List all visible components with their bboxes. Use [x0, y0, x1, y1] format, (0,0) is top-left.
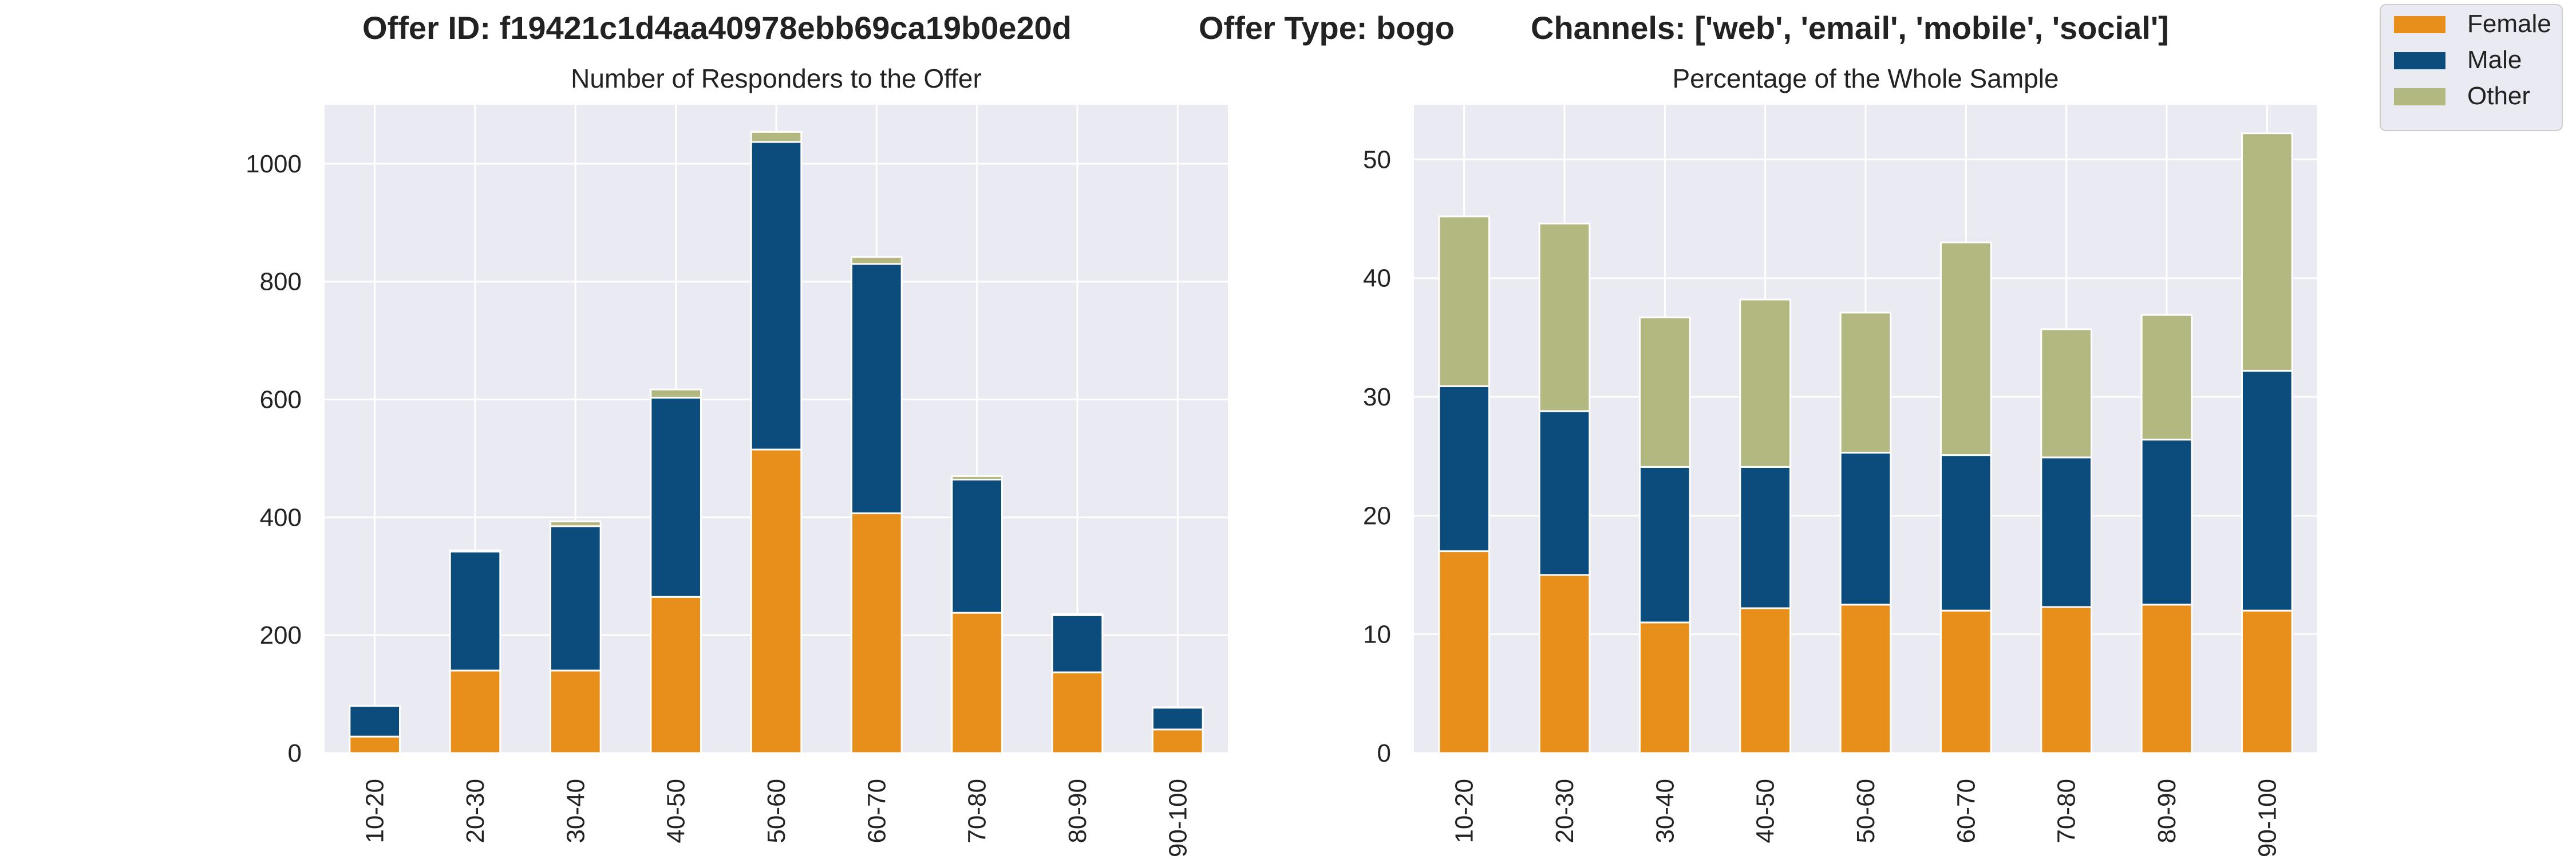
- bar-male-60-70: [1940, 454, 1992, 612]
- bar-female-80-90: [1051, 671, 1104, 754]
- bar-male-40-50: [650, 396, 702, 598]
- bar-other-80-90: [2140, 314, 2193, 441]
- bar-other-30-40: [550, 521, 602, 527]
- bar-male-20-30: [449, 550, 501, 672]
- bar-male-70-80: [951, 479, 1003, 614]
- bar-female-80-90: [2140, 604, 2193, 754]
- bar-female-40-50: [650, 596, 702, 754]
- y-tick-label: 200: [260, 621, 302, 649]
- legend-swatch-female: [2394, 16, 2445, 33]
- y-tick-label: 600: [260, 386, 302, 414]
- x-tick-label: 20-30: [1551, 779, 1579, 844]
- y-tick-label: 30: [1363, 383, 1391, 411]
- bar-male-30-40: [1639, 466, 1691, 624]
- legend: Female Male Other: [2380, 4, 2563, 131]
- bar-male-70-80: [2040, 456, 2092, 608]
- bar-male-80-90: [1051, 614, 1104, 673]
- bar-female-90-100: [2241, 609, 2293, 754]
- bar-male-20-30: [1538, 410, 1591, 576]
- axis-title: Percentage of the Whole Sample: [1672, 64, 2059, 93]
- bar-other-20-30: [1538, 222, 1591, 412]
- bar-other-90-100: [2241, 132, 2293, 372]
- bar-other-20-30: [449, 549, 501, 553]
- bar-other-80-90: [1051, 613, 1104, 616]
- x-tick-label: 50-60: [762, 779, 791, 844]
- bar-other-70-80: [2040, 328, 2092, 459]
- x-tick-label: 80-90: [2153, 779, 2181, 844]
- bar-other-40-50: [650, 388, 702, 399]
- bar-other-60-70: [1940, 241, 1992, 456]
- x-tick-label: 20-30: [461, 779, 489, 844]
- bar-other-60-70: [851, 256, 903, 265]
- bar-female-30-40: [550, 669, 602, 754]
- y-tick-label: 0: [1377, 739, 1391, 767]
- axis-title: Number of Responders to the Offer: [571, 64, 982, 93]
- x-tick-label: 80-90: [1064, 779, 1092, 844]
- x-tick-label: 30-40: [562, 779, 590, 844]
- bar-female-20-30: [449, 669, 501, 754]
- x-tick-label: 30-40: [1651, 779, 1679, 844]
- x-tick-label: 40-50: [662, 779, 690, 844]
- bar-other-70-80: [951, 475, 1003, 481]
- bar-male-80-90: [2140, 439, 2193, 606]
- bar-male-60-70: [851, 263, 903, 514]
- y-tick-label: 10: [1363, 621, 1391, 649]
- y-tick-label: 1000: [246, 150, 302, 178]
- y-tick-label: 20: [1363, 502, 1391, 530]
- bar-female-50-60: [750, 448, 803, 754]
- x-tick-label: 60-70: [863, 779, 891, 844]
- offer-id-title: Offer ID: f19421c1d4aa40978ebb69ca19b0e2…: [362, 10, 1072, 46]
- offer-type-title: Offer Type: bogo: [1199, 10, 1455, 46]
- legend-swatch-other: [2394, 88, 2445, 105]
- bar-female-90-100: [1152, 728, 1204, 754]
- bar-female-30-40: [1639, 621, 1691, 754]
- bar-female-60-70: [851, 512, 903, 754]
- x-tick-label: 70-80: [963, 779, 991, 844]
- bar-female-10-20: [1438, 550, 1490, 754]
- bar-male-90-100: [2241, 369, 2293, 612]
- bar-male-30-40: [550, 525, 602, 672]
- bar-male-40-50: [1739, 466, 1791, 609]
- x-tick-label: 10-20: [361, 779, 389, 844]
- x-tick-label: 70-80: [2053, 779, 2081, 844]
- x-tick-label: 40-50: [1752, 779, 1780, 844]
- bar-female-50-60: [1839, 604, 1892, 754]
- y-tick-label: 0: [288, 739, 302, 767]
- x-tick-label: 90-100: [1164, 779, 1192, 857]
- bar-male-50-60: [1839, 451, 1892, 606]
- bar-female-60-70: [1940, 609, 1992, 754]
- bar-other-30-40: [1639, 316, 1691, 468]
- x-tick-label: 90-100: [2253, 779, 2281, 857]
- y-tick-label: 400: [260, 503, 302, 531]
- bar-male-10-20: [349, 705, 401, 738]
- x-tick-label: 60-70: [1952, 779, 1980, 844]
- legend-swatch-male: [2394, 52, 2445, 69]
- bar-other-50-60: [750, 131, 803, 143]
- x-tick-label: 10-20: [1451, 779, 1479, 844]
- bar-other-40-50: [1739, 298, 1791, 468]
- legend-label-other: Other: [2467, 82, 2530, 110]
- y-tick-label: 40: [1363, 265, 1391, 293]
- legend-label-female: Female: [2467, 10, 2551, 38]
- percentage-chart: 0 10 20 30 40 50 10-20 20-30 30-40 40-50 50-60 60-7…: [1363, 64, 2317, 857]
- bar-female-20-30: [1538, 574, 1591, 754]
- bar-female-70-80: [951, 612, 1003, 754]
- legend-label-male: Male: [2467, 46, 2522, 74]
- y-tick-label: 50: [1363, 145, 1391, 174]
- bar-male-10-20: [1438, 385, 1490, 553]
- bar-other-90-100: [1152, 706, 1204, 709]
- bar-other-50-60: [1839, 312, 1892, 454]
- bar-female-40-50: [1739, 607, 1791, 754]
- bar-female-10-20: [349, 735, 401, 754]
- bar-male-50-60: [750, 141, 803, 451]
- bar-male-90-100: [1152, 707, 1204, 731]
- channels-title: Channels: ['web', 'email', 'mobile', 'so…: [1531, 10, 2169, 46]
- bar-other-10-20: [1438, 215, 1490, 387]
- bar-female-70-80: [2040, 606, 2092, 754]
- y-tick-label: 800: [260, 268, 302, 296]
- responders-chart: 0 200 400 600 800 1000 10-20 20-30 30-40 40-50 50-…: [246, 64, 1228, 857]
- x-tick-label: 50-60: [1852, 779, 1880, 844]
